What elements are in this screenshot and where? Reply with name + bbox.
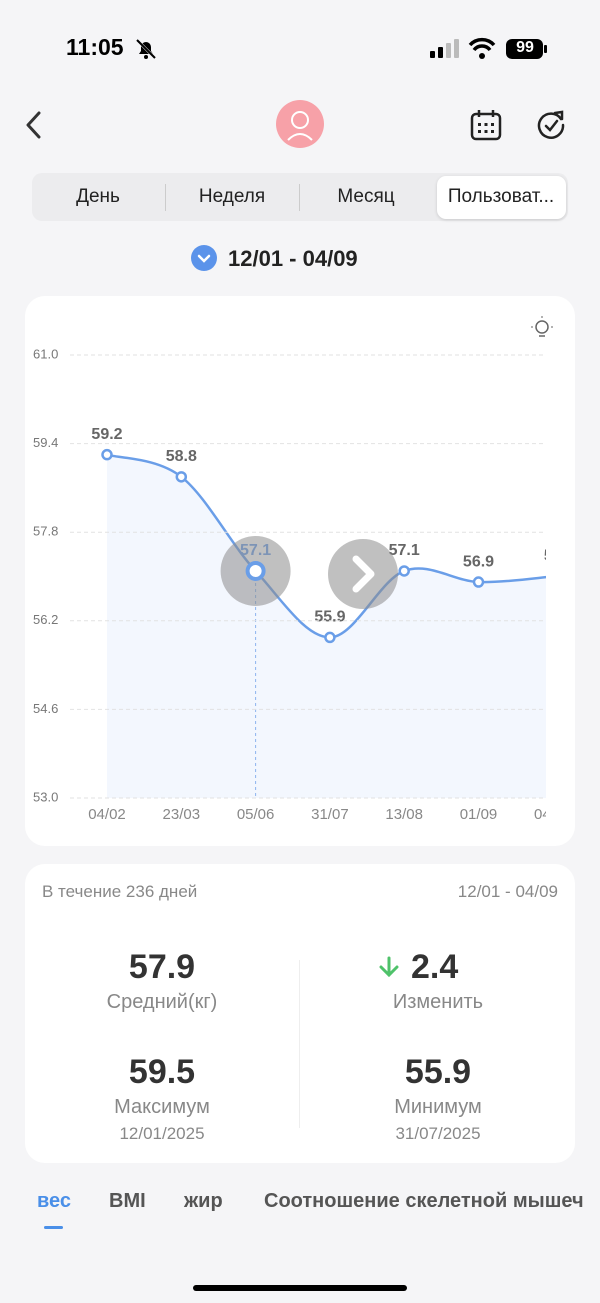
point — [548, 572, 557, 581]
value-label: 59.2 — [91, 426, 122, 443]
tab[interactable]: День — [76, 186, 120, 207]
tip-icon[interactable] — [531, 316, 553, 337]
bottom-tab[interactable]: вес — [37, 1190, 72, 1212]
max-label: Максимум — [114, 1096, 210, 1118]
x-tick-label: 31/07 — [311, 806, 349, 823]
y-tick-label: 54.6 — [33, 701, 58, 716]
divider — [299, 184, 300, 211]
point — [175, 471, 188, 483]
area — [107, 454, 546, 798]
dropdown-icon[interactable] — [191, 245, 217, 271]
value-label: 56.9 — [463, 553, 494, 570]
next-button[interactable] — [328, 539, 398, 609]
y-tick-label: 57.8 — [33, 524, 58, 539]
bottom-tabs: вес BMI жир Соотношение скелетной мышеч — [0, 1188, 600, 1218]
max-date: 12/01/2025 — [119, 1124, 205, 1143]
selected-segment — [437, 176, 566, 219]
refresh-button[interactable] — [535, 109, 567, 141]
average-value: 57.9 — [128, 948, 196, 986]
y-tick-label: 61.0 — [33, 346, 58, 361]
calendar-button[interactable] — [470, 109, 502, 141]
value-label: 57 — [544, 548, 562, 565]
next-chevron — [352, 555, 375, 593]
value-label: 58.8 — [166, 448, 197, 465]
bell-off-icon — [135, 38, 157, 60]
change-label: Изменить — [392, 991, 484, 1013]
x-tick-label: 13/08 — [385, 806, 423, 823]
x-tick-label: 23/03 — [163, 806, 201, 823]
average-label: Средний(кг) — [106, 991, 218, 1013]
x-tick-label: 01/09 — [460, 806, 498, 823]
change-value: 2.4 — [411, 948, 459, 986]
x-tick-label: 05/06 — [237, 806, 275, 823]
bottom-tab[interactable]: BMI — [109, 1190, 146, 1212]
chart: 04/02 23/03 05/06 31/07 13/08 01/09 04/09 59.2 5… — [33, 316, 572, 823]
y-tick-label: 59.4 — [33, 435, 58, 450]
bottom-tab[interactable]: Соотношение скелетной мышеч — [264, 1190, 584, 1212]
max-value: 59.5 — [128, 1053, 196, 1091]
divider — [165, 184, 166, 211]
x-tick-label: 04/02 — [88, 806, 126, 823]
min-date: 31/07/2025 — [395, 1124, 481, 1143]
x-tick-label: 04/09 — [534, 806, 572, 823]
point — [101, 448, 113, 461]
status-icons — [430, 37, 547, 59]
divider — [299, 960, 300, 1128]
status-time: 11:05 — [66, 34, 124, 60]
selected-point — [245, 560, 266, 581]
value-label: 55.9 — [314, 609, 345, 626]
stats-range: 12/01 - 04/09 — [457, 882, 558, 901]
value-label: 57.1 — [389, 542, 420, 559]
home-indicator — [193, 1285, 407, 1291]
battery-level: 99 — [516, 39, 534, 56]
point — [398, 565, 410, 577]
point — [472, 576, 485, 588]
date-range[interactable]: 12/01 - 04/09 — [228, 246, 358, 271]
point — [324, 631, 336, 644]
avatar[interactable] — [276, 100, 324, 148]
tab[interactable]: Неделя — [198, 186, 266, 207]
stats-card — [25, 864, 575, 1163]
bottom-tab[interactable]: жир — [184, 1190, 223, 1212]
back-button[interactable] — [20, 108, 50, 142]
tab[interactable]: Пользоват... — [447, 186, 555, 207]
y-tick-label: 56.2 — [33, 612, 58, 627]
tab[interactable]: Месяц — [337, 186, 395, 207]
min-value: 55.9 — [404, 1053, 472, 1091]
min-label: Минимум — [394, 1096, 482, 1118]
tab-indicator — [44, 1226, 63, 1229]
y-tick-label: 53.0 — [33, 789, 58, 804]
down-arrow — [379, 956, 399, 978]
period: В течение 236 дней — [42, 882, 198, 901]
